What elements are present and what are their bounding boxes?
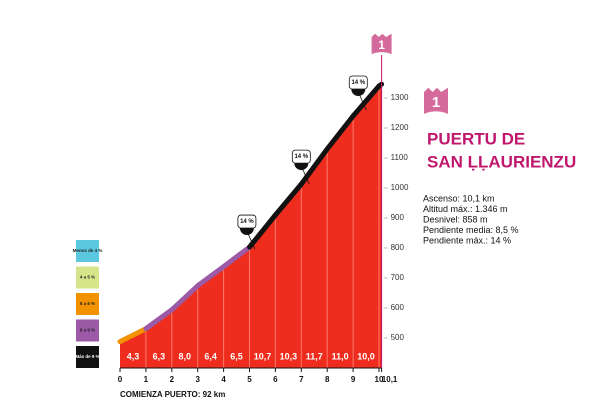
- legend-label: 5 a 6 %: [80, 301, 95, 306]
- y-tick-label: 500: [391, 333, 405, 342]
- info-badge-top: [424, 87, 449, 92]
- summit-badge-top: [371, 33, 392, 37]
- legend-swatch: [76, 240, 99, 262]
- flag-cap: [351, 89, 366, 96]
- flag-box: [237, 214, 257, 229]
- profile-edge: [117, 326, 149, 345]
- x-tick-label: 10: [375, 375, 384, 384]
- profile-edge: [298, 146, 330, 187]
- flag-box: [348, 75, 368, 90]
- x-tick-label: 0: [118, 375, 123, 384]
- y-tick-label: 1100: [391, 153, 409, 162]
- x-tick-label: 7: [299, 375, 304, 384]
- legend-swatch: [76, 266, 99, 289]
- gradient-label: 6,5: [230, 351, 243, 361]
- x-tick-label: 9: [351, 375, 356, 384]
- gradient-label: 10,0: [357, 351, 375, 361]
- flag-cap: [239, 228, 254, 236]
- stat-line: Pendiente media: 8,5 %: [423, 225, 519, 235]
- x-tick-label: 2: [170, 375, 175, 384]
- flag-cap: [294, 163, 309, 171]
- legend-swatch: [76, 293, 99, 315]
- gradient-label: 10,3: [280, 351, 298, 361]
- legend-swatch: [76, 346, 99, 368]
- gradient-label: 10,7: [254, 351, 272, 361]
- x-tick-label: 8: [325, 375, 330, 384]
- y-tick-label: 1200: [391, 123, 409, 132]
- gradient-label: 6,3: [153, 351, 166, 361]
- stat-line: Pendiente máx.: 14 %: [423, 235, 511, 245]
- legend-label: Más de 9 %: [75, 354, 99, 359]
- profile-edge: [272, 181, 304, 218]
- legend-label: 6 a 9 %: [80, 328, 95, 333]
- y-tick-label: 800: [391, 243, 405, 252]
- x-tick-label: 6: [273, 375, 278, 384]
- flag-label: 14 %: [351, 80, 365, 86]
- profile-edge: [324, 113, 356, 152]
- title: PUERTU DE: [427, 129, 525, 148]
- stat-line: Altitud máx.: 1.346 m: [423, 204, 508, 214]
- profile-edge: [143, 307, 175, 332]
- x-tick-label: 3: [195, 375, 200, 384]
- y-tick-label: 1300: [391, 93, 409, 102]
- info-badge-number: 1: [432, 94, 440, 111]
- y-tick-label: 600: [391, 303, 405, 312]
- gradient-label: 11,0: [332, 351, 349, 361]
- x-tick-label: 4: [221, 375, 226, 384]
- summit-badge-number: 1: [378, 38, 385, 52]
- x-tick-label: 10,1: [382, 375, 398, 384]
- footer: COMIENZA PUERTO: 92 km: [120, 390, 225, 399]
- legend-label: 4 a 5 %: [80, 275, 95, 280]
- profile-edge: [221, 244, 253, 270]
- x-tick-label: 5: [247, 375, 252, 384]
- legend-label: Menos de 4 %: [73, 248, 103, 253]
- stat-line: Desnivel: 858 m: [423, 214, 488, 224]
- info-badge: [424, 92, 448, 114]
- y-tick-label: 700: [391, 273, 405, 282]
- stat-line: Ascenso: 10,1 km: [423, 193, 495, 203]
- profile-edge: [350, 83, 382, 119]
- gradient-label: 6,4: [204, 351, 217, 361]
- y-tick-label: 900: [391, 213, 405, 222]
- gradient-label: 11,7: [306, 351, 323, 361]
- profile-edge: [195, 264, 227, 289]
- legend-swatch: [76, 319, 99, 342]
- flag-label: 14 %: [294, 154, 308, 160]
- flag-label: 14 %: [240, 219, 254, 225]
- profile-edge: [247, 212, 278, 250]
- summit-badge: [371, 37, 392, 55]
- y-tick-label: 1000: [391, 183, 409, 192]
- x-tick-label: 1: [144, 375, 149, 384]
- gradient-label: 4,3: [127, 351, 140, 361]
- gradient-label: 8,0: [178, 351, 191, 361]
- title-line2: SAN ḶḶAURIENZU: [427, 152, 576, 171]
- profile-edge: [169, 283, 201, 313]
- profile-area: [120, 84, 382, 368]
- flag-box: [291, 149, 311, 164]
